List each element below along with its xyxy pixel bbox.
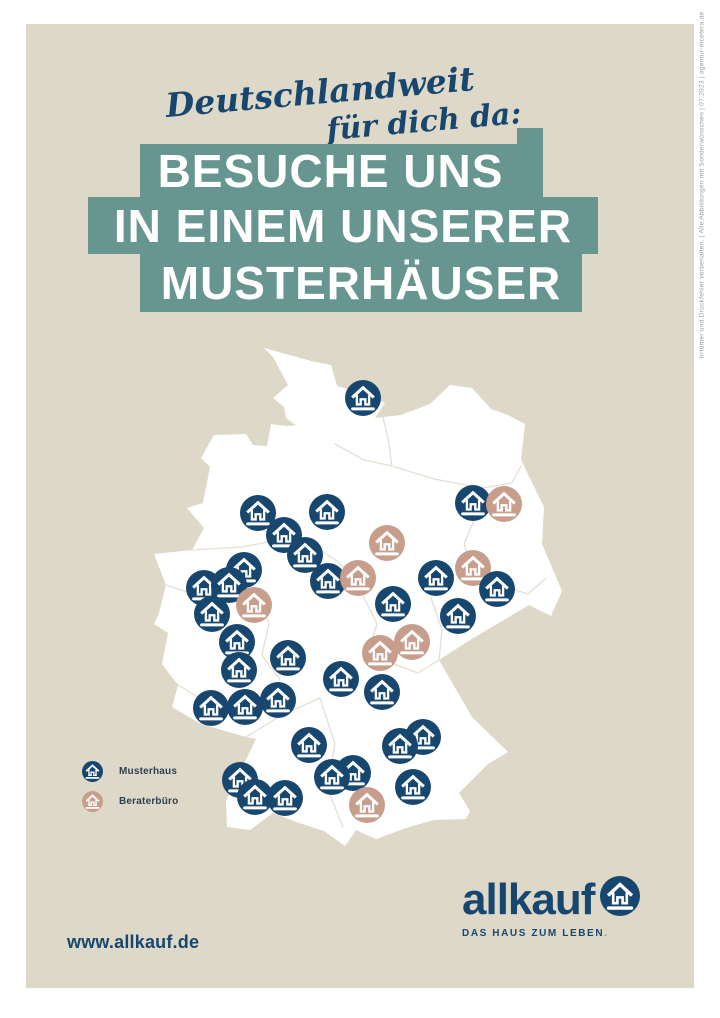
logo-wordmark: allkauf [462, 875, 595, 924]
website-url: www.allkauf.de [67, 932, 200, 952]
legend-label-musterhaus: Musterhaus [119, 765, 178, 777]
map-legend: Musterhaus Beraterbüro [82, 760, 178, 820]
headline-line-2: IN EINEM UNSERER [88, 197, 598, 254]
legend-item-musterhaus: Musterhaus [82, 760, 178, 782]
allkauf-logo: allkauf DAS HAUS ZUM LEBEN. [462, 876, 662, 939]
logo-house-icon [600, 876, 640, 916]
headline-line-3: MUSTERHÄUSER [140, 254, 582, 312]
germany-map [154, 348, 562, 846]
logo-tagline-period: . [604, 928, 609, 939]
legend-item-beraterbuero: Beraterbüro [82, 790, 178, 812]
musterhaus-pin-icon [82, 761, 103, 782]
beraterbuero-pin-icon [82, 791, 103, 812]
headline-line-1: BESUCHE UNS [140, 144, 521, 197]
legend-label-beraterbuero: Beraterbüro [119, 795, 179, 807]
side-note-vertical-text: Irrtümer und Druckfehler vorbehalten. | … [698, 11, 706, 359]
headline-block-tab [517, 128, 543, 197]
logo-tagline-text: DAS HAUS ZUM LEBEN [462, 928, 605, 939]
logo-tagline: DAS HAUS ZUM LEBEN. [462, 928, 662, 939]
